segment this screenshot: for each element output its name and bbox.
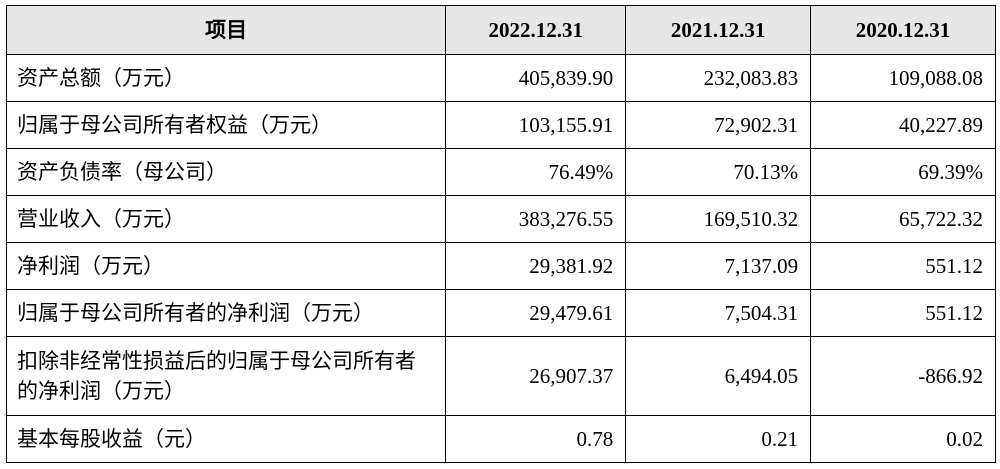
value-cell: 72,902.31 — [625, 101, 812, 149]
value-cell: 551.12 — [810, 242, 996, 290]
table-row: 归属于母公司所有者的净利润（万元） 29,479.61 7,504.31 551.12 — [5, 289, 996, 337]
item-cell: 扣除非经常性损益后的归属于母公司所有者的净利润（万元） — [5, 336, 447, 416]
item-cell: 净利润（万元） — [5, 242, 447, 290]
table-row: 基本每股收益（元） 0.78 0.21 0.02 — [5, 415, 996, 463]
item-cell: 资产负债率（母公司） — [5, 148, 447, 196]
value-cell: 70.13% — [625, 148, 812, 196]
value-cell: 109,088.08 — [810, 54, 996, 102]
header-cell: 2020.12.31 — [810, 5, 996, 55]
value-cell: 65,722.32 — [810, 195, 996, 243]
item-cell: 营业收入（万元） — [5, 195, 447, 243]
table-row: 归属于母公司所有者权益（万元） 103,155.91 72,902.31 40,227… — [5, 101, 996, 149]
value-cell: 6,494.05 — [625, 336, 812, 416]
value-cell: 26,907.37 — [445, 336, 627, 416]
value-cell: 103,155.91 — [445, 101, 627, 149]
value-cell: 29,381.92 — [445, 242, 627, 290]
table-row: 净利润（万元） 29,381.92 7,137.09 551.12 — [5, 242, 996, 290]
financial-table: 项目 2022.12.31 2021.12.31 2020.12.31 资产总额（万元… — [5, 5, 996, 463]
header-cell: 项目 — [5, 5, 447, 55]
value-cell: 551.12 — [810, 289, 996, 337]
item-cell: 基本每股收益（元） — [5, 415, 447, 463]
item-cell: 归属于母公司所有者权益（万元） — [5, 101, 447, 149]
value-cell: 76.49% — [445, 148, 627, 196]
value-cell: 169,510.32 — [625, 195, 812, 243]
header-cell: 2022.12.31 — [445, 5, 627, 55]
value-cell: 0.21 — [625, 415, 812, 463]
table-row: 扣除非经常性损益后的归属于母公司所有者的净利润（万元） 26,907.37 6,49… — [5, 336, 996, 416]
item-cell: 资产总额（万元） — [5, 54, 447, 102]
value-cell: 405,839.90 — [445, 54, 627, 102]
value-cell: 0.78 — [445, 415, 627, 463]
value-cell: 29,479.61 — [445, 289, 627, 337]
value-cell: 232,083.83 — [625, 54, 812, 102]
value-cell: 7,504.31 — [625, 289, 812, 337]
table-row: 资产总额（万元） 405,839.90 232,083.83 109,088.08 — [5, 54, 996, 102]
header-cell: 2021.12.31 — [625, 5, 812, 55]
table-body: 资产总额（万元） 405,839.90 232,083.83 109,088.08 归属… — [5, 54, 996, 463]
value-cell: 40,227.89 — [810, 101, 996, 149]
value-cell: -866.92 — [810, 336, 996, 416]
table-row: 营业收入（万元） 383,276.55 169,510.32 65,722.32 — [5, 195, 996, 243]
header-row: 项目 2022.12.31 2021.12.31 2020.12.31 — [5, 5, 996, 55]
value-cell: 0.02 — [810, 415, 996, 463]
value-cell: 69.39% — [810, 148, 996, 196]
value-cell: 7,137.09 — [625, 242, 812, 290]
table-row: 资产负债率（母公司） 76.49% 70.13% 69.39% — [5, 148, 996, 196]
item-cell: 归属于母公司所有者的净利润（万元） — [5, 289, 447, 337]
value-cell: 383,276.55 — [445, 195, 627, 243]
